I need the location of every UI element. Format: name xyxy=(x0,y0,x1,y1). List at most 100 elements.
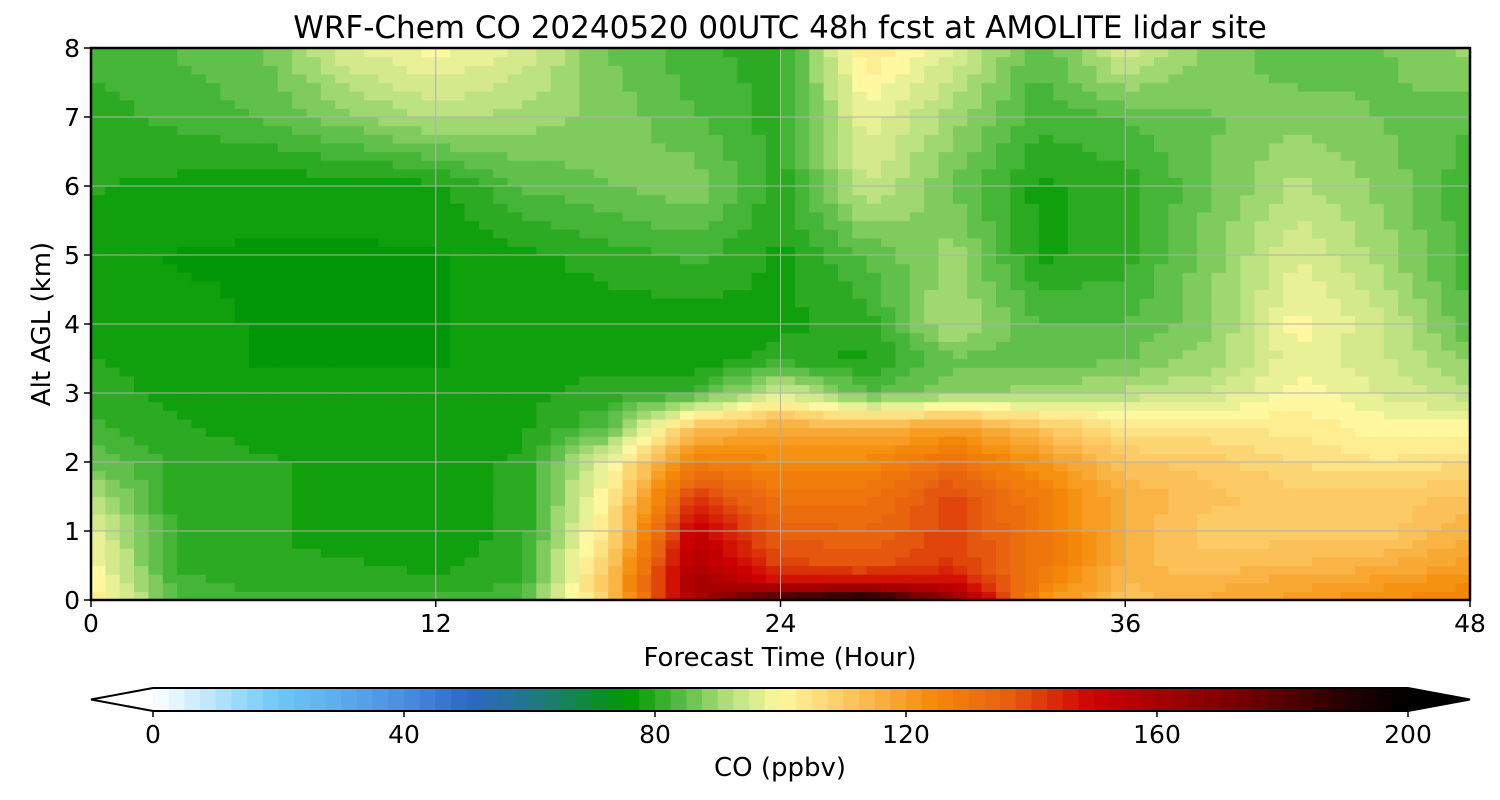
contour-cell xyxy=(292,272,308,282)
contour-cell xyxy=(565,453,580,463)
contour-cell xyxy=(694,349,710,360)
contour-cell xyxy=(1096,306,1112,316)
contour-cell xyxy=(1067,367,1083,377)
contour-cell xyxy=(521,375,537,385)
contour-cell xyxy=(191,349,207,360)
contour-cell xyxy=(708,56,724,66)
contour-cell xyxy=(177,341,193,351)
contour-cell xyxy=(995,436,1011,446)
contour-cell xyxy=(507,211,523,222)
contour-cell xyxy=(464,531,480,541)
contour-cell xyxy=(306,349,322,360)
contour-cell xyxy=(794,393,810,403)
contour-cell xyxy=(1024,56,1040,66)
contour-cell xyxy=(536,427,552,437)
contour-cell xyxy=(665,556,681,567)
contour-cell xyxy=(679,375,695,385)
contour-cell xyxy=(450,470,466,480)
contour-cell xyxy=(162,384,178,394)
contour-cell xyxy=(335,341,351,351)
contour-cell xyxy=(679,229,695,239)
contour-cell xyxy=(694,367,710,377)
contour-cell xyxy=(478,203,494,213)
contour-cell xyxy=(1082,513,1098,523)
contour-cell xyxy=(292,496,308,506)
contour-cell xyxy=(780,168,796,178)
contour-cell xyxy=(837,462,853,472)
contour-cell xyxy=(924,565,940,575)
contour-cell xyxy=(1168,565,1184,575)
contour-cell xyxy=(1082,211,1098,222)
contour-cell xyxy=(895,134,911,144)
contour-cell xyxy=(119,574,135,584)
contour-cell xyxy=(608,349,624,360)
contour-cell xyxy=(952,341,968,351)
contour-cell xyxy=(780,341,796,351)
contour-cell xyxy=(837,393,853,403)
contour-cell xyxy=(119,211,135,222)
contour-cell xyxy=(249,280,264,291)
contour-cell xyxy=(177,332,193,342)
contour-cell xyxy=(1096,194,1112,204)
contour-cell xyxy=(723,289,738,299)
contour-cell xyxy=(220,565,236,575)
contour-cell xyxy=(1197,117,1213,127)
contour-cell xyxy=(220,401,236,411)
contour-cell xyxy=(493,462,509,472)
contour-cell xyxy=(162,117,178,127)
contour-cell xyxy=(378,367,394,377)
contour-cell xyxy=(766,168,782,178)
contour-cell xyxy=(306,418,322,429)
contour-cell xyxy=(1010,229,1026,239)
contour-cell xyxy=(694,263,710,273)
contour-cell xyxy=(981,306,997,316)
contour-cell xyxy=(421,556,437,567)
contour-cell xyxy=(751,358,767,368)
contour-cell xyxy=(579,220,595,230)
contour-cell xyxy=(134,220,150,230)
contour-cell xyxy=(1110,177,1126,187)
contour-cell xyxy=(1110,324,1126,334)
contour-cell xyxy=(349,211,365,222)
contour-cell xyxy=(751,280,767,291)
contour-cell xyxy=(938,444,954,454)
contour-cell xyxy=(636,462,652,472)
contour-cell xyxy=(205,272,221,282)
contour-cell xyxy=(320,522,336,532)
contour-cell xyxy=(1182,496,1198,506)
contour-cell xyxy=(780,401,796,411)
contour-cell xyxy=(205,531,221,541)
contour-cell xyxy=(349,462,365,472)
contour-cell xyxy=(1039,436,1055,446)
contour-cell xyxy=(952,436,968,446)
contour-cell xyxy=(191,358,207,368)
contour-cell xyxy=(579,108,595,118)
contour-cell xyxy=(263,332,279,342)
contour-cell xyxy=(421,82,437,92)
contour-cell xyxy=(1125,582,1141,592)
contour-cell xyxy=(751,263,767,273)
contour-cell xyxy=(435,73,451,84)
contour-cell xyxy=(1039,211,1055,222)
contour-cell xyxy=(507,393,523,403)
contour-cell xyxy=(392,324,408,334)
contour-cell xyxy=(1067,142,1083,153)
contour-cell xyxy=(823,160,839,170)
contour-cell xyxy=(1096,487,1112,498)
contour-cell xyxy=(794,341,810,351)
contour-cell xyxy=(220,91,236,101)
contour-cell xyxy=(780,237,796,247)
contour-cell xyxy=(924,186,940,196)
contour-cell xyxy=(679,48,695,58)
contour-cell xyxy=(363,48,379,58)
contour-cell xyxy=(895,401,911,411)
contour-cell xyxy=(320,401,336,411)
contour-cell xyxy=(1024,99,1040,109)
contour-cell xyxy=(1067,565,1083,575)
contour-cell xyxy=(478,505,494,515)
contour-cell xyxy=(723,186,738,196)
contour-cell xyxy=(1168,73,1184,84)
contour-cell xyxy=(1182,418,1198,429)
contour-cell xyxy=(737,349,753,360)
contour-cell xyxy=(349,367,365,377)
